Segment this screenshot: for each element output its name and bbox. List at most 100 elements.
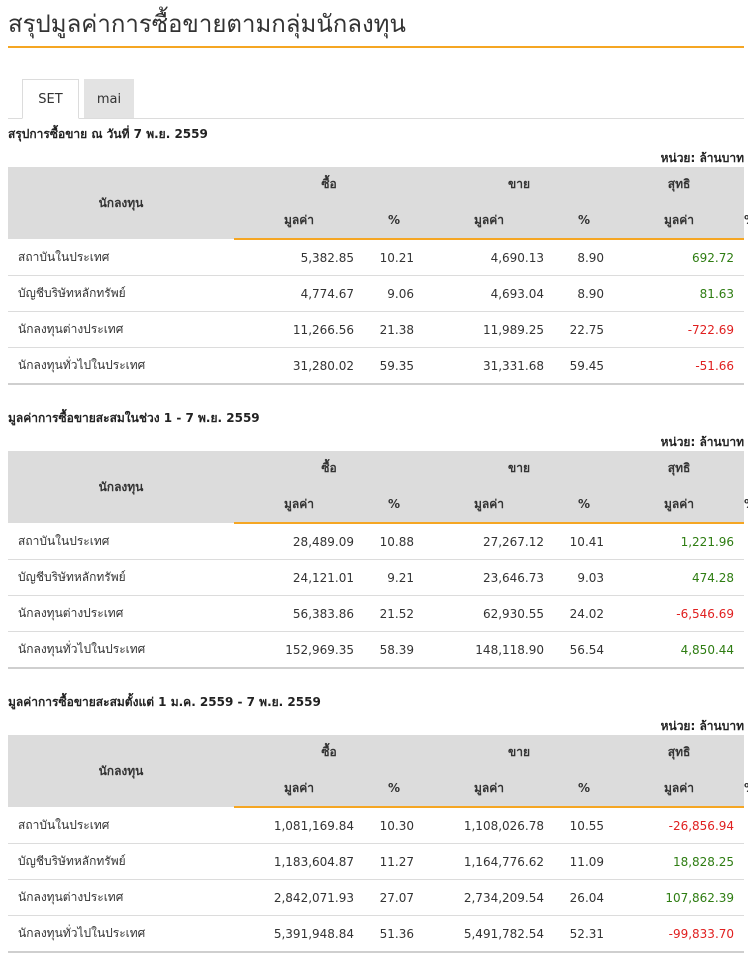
sell-value-cell: 4,690.13 <box>424 239 555 276</box>
net-value-cell: -722.69 <box>614 311 745 348</box>
table-row: นักลงทุนทั่วไปในประเทศ 31,280.02 59.35 31,3… <box>8 347 745 385</box>
investor-cell: นักลงทุนทั่วไปในประเทศ <box>8 347 234 385</box>
investor-cell: นักลงทุนทั่วไปในประเทศ <box>8 631 234 669</box>
buy-pct-cell: 21.38 <box>364 311 425 348</box>
buy-percent-header: % <box>364 202 425 240</box>
investor-cell: บัญชีบริษัทหลักทรัพย์ <box>8 843 234 880</box>
sell-value-cell: 62,930.55 <box>424 595 555 632</box>
sell-value-cell: 2,734,209.54 <box>424 879 555 916</box>
buy-pct-cell: 51.36 <box>364 915 425 953</box>
investor-table: นักลงทุน ซื้อ ขาย สุทธิ มูลค่า% มูลค่า% มูลค่า… <box>8 451 748 669</box>
sell-pct-cell: 10.41 <box>554 523 615 560</box>
sell-pct-cell: 10.55 <box>554 807 615 844</box>
sell-percent-header: % <box>554 202 615 240</box>
buy-header: ซื้อ <box>234 451 425 486</box>
buy-pct-cell: 11.27 <box>364 843 425 880</box>
sell-value-cell: 5,491,782.54 <box>424 915 555 953</box>
unit-label: หน่วย: ล้านบาท <box>660 435 744 449</box>
buy-value-cell: 152,969.35 <box>234 631 364 669</box>
tab-set[interactable]: SET <box>22 79 79 119</box>
buy-value-cell: 56,383.86 <box>234 595 364 632</box>
tab-mai[interactable]: mai <box>84 79 134 119</box>
sell-value-cell: 11,989.25 <box>424 311 555 348</box>
buy-percent-header: % <box>364 486 425 524</box>
table-row: สถาบันในประเทศ 28,489.09 10.88 27,267.12 10.… <box>8 523 745 560</box>
net-value-cell: 4,850.44 <box>614 631 745 669</box>
sell-percent-header: % <box>554 486 615 524</box>
net-value-header: มูลค่า <box>614 770 745 808</box>
sell-pct-cell: 11.09 <box>554 843 615 880</box>
table-row: นักลงทุนต่างประเทศ 56,383.86 21.52 62,930.5… <box>8 595 745 632</box>
sell-pct-cell: 59.45 <box>554 347 615 385</box>
buy-header: ซื้อ <box>234 735 425 770</box>
table-row: นักลงทุนทั่วไปในประเทศ 5,391,948.84 51.36 5… <box>8 915 745 953</box>
buy-pct-cell: 21.52 <box>364 595 425 632</box>
net-value-cell: 81.63 <box>614 275 745 312</box>
buy-percent-header: % <box>364 770 425 808</box>
table-row: นักลงทุนต่างประเทศ 2,842,071.93 27.07 2,734… <box>8 879 745 916</box>
unit-label: หน่วย: ล้านบาท <box>660 151 744 165</box>
investor-header: นักลงทุน <box>8 451 234 523</box>
buy-value-cell: 24,121.01 <box>234 559 364 596</box>
sell-value-header: มูลค่า <box>424 202 555 240</box>
table-row: สถาบันในประเทศ 1,081,169.84 10.30 1,108,026… <box>8 807 745 844</box>
table-row: บัญชีบริษัทหลักทรัพย์ 4,774.67 9.06 4,693.0… <box>8 275 745 312</box>
investor-header: นักลงทุน <box>8 167 234 239</box>
buy-value-cell: 4,774.67 <box>234 275 364 312</box>
investor-cell: บัญชีบริษัทหลักทรัพย์ <box>8 275 234 312</box>
buy-value-cell: 5,382.85 <box>234 239 364 276</box>
net-value-header: มูลค่า <box>614 486 745 524</box>
net-value-cell: -51.66 <box>614 347 745 385</box>
sell-pct-cell: 56.54 <box>554 631 615 669</box>
buy-pct-cell: 10.88 <box>364 523 425 560</box>
buy-value-cell: 1,081,169.84 <box>234 807 364 844</box>
sell-value-header: มูลค่า <box>424 770 555 808</box>
investor-cell: สถาบันในประเทศ <box>8 523 234 560</box>
net-value-cell: 474.28 <box>614 559 745 596</box>
investor-table: นักลงทุน ซื้อ ขาย สุทธิ มูลค่า% มูลค่า% มูลค่า… <box>8 167 748 385</box>
investor-cell: นักลงทุนต่างประเทศ <box>8 879 234 916</box>
table-row: บัญชีบริษัทหลักทรัพย์ 24,121.01 9.21 23,646… <box>8 559 745 596</box>
buy-pct-cell: 10.21 <box>364 239 425 276</box>
table-row: นักลงทุนต่างประเทศ 11,266.56 21.38 11,989.2… <box>8 311 745 348</box>
net-header: สุทธิ <box>614 167 745 202</box>
buy-value-header: มูลค่า <box>234 770 364 808</box>
section-title: สรุปการซื้อขาย ณ วันที่ 7 พ.ย. 2559 <box>8 127 208 141</box>
buy-value-header: มูลค่า <box>234 486 364 524</box>
buy-pct-cell: 9.06 <box>364 275 425 312</box>
investor-table: นักลงทุน ซื้อ ขาย สุทธิ มูลค่า% มูลค่า% มูลค่า… <box>8 735 748 953</box>
investor-cell: นักลงทุนทั่วไปในประเทศ <box>8 915 234 953</box>
buy-value-header: มูลค่า <box>234 202 364 240</box>
net-value-cell: 18,828.25 <box>614 843 745 880</box>
sell-value-cell: 23,646.73 <box>424 559 555 596</box>
table-row: บัญชีบริษัทหลักทรัพย์ 1,183,604.87 11.27 1,… <box>8 843 745 880</box>
buy-pct-cell: 59.35 <box>364 347 425 385</box>
buy-value-cell: 1,183,604.87 <box>234 843 364 880</box>
sell-value-cell: 4,693.04 <box>424 275 555 312</box>
buy-value-cell: 28,489.09 <box>234 523 364 560</box>
net-value-cell: 692.72 <box>614 239 745 276</box>
net-header: สุทธิ <box>614 451 745 486</box>
buy-pct-cell: 10.30 <box>364 807 425 844</box>
sell-value-cell: 1,108,026.78 <box>424 807 555 844</box>
sell-pct-cell: 8.90 <box>554 275 615 312</box>
net-value-cell: -99,833.70 <box>614 915 745 953</box>
investor-cell: นักลงทุนต่างประเทศ <box>8 311 234 348</box>
sell-header: ขาย <box>424 735 615 770</box>
sell-header: ขาย <box>424 451 615 486</box>
buy-value-cell: 2,842,071.93 <box>234 879 364 916</box>
sell-pct-cell: 24.02 <box>554 595 615 632</box>
buy-pct-cell: 9.21 <box>364 559 425 596</box>
sell-percent-header: % <box>554 770 615 808</box>
buy-value-cell: 11,266.56 <box>234 311 364 348</box>
sell-value-cell: 31,331.68 <box>424 347 555 385</box>
sell-pct-cell: 26.04 <box>554 879 615 916</box>
investor-cell: นักลงทุนต่างประเทศ <box>8 595 234 632</box>
sell-header: ขาย <box>424 167 615 202</box>
buy-pct-cell: 27.07 <box>364 879 425 916</box>
sell-pct-cell: 9.03 <box>554 559 615 596</box>
sell-value-header: มูลค่า <box>424 486 555 524</box>
sell-pct-cell: 8.90 <box>554 239 615 276</box>
sell-pct-cell: 52.31 <box>554 915 615 953</box>
net-value-cell: 1,221.96 <box>614 523 745 560</box>
